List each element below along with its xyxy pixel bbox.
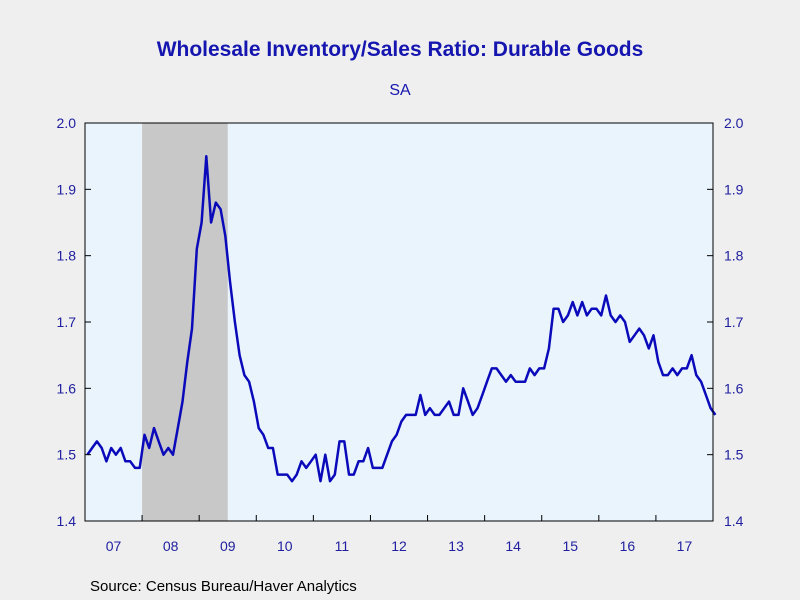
x-tick-label: 17: [677, 538, 693, 554]
y-tick-label-left: 1.4: [57, 513, 77, 529]
source-note: Source: Census Bureau/Haver Analytics: [90, 578, 357, 595]
x-tick-label: 08: [163, 538, 179, 554]
y-tick-label-left: 1.7: [57, 314, 77, 330]
chart-title: Wholesale Inventory/Sales Ratio: Durable…: [156, 38, 644, 61]
x-tick-label: 12: [391, 538, 407, 554]
y-tick-label-left: 1.9: [57, 181, 77, 197]
x-tick-label: 10: [277, 538, 293, 554]
y-tick-label-right: 1.4: [724, 513, 744, 529]
series-line: [86, 154, 717, 483]
y-tick-label-right: 1.5: [724, 447, 744, 463]
x-tick-label: 15: [562, 538, 578, 554]
x-tick-label: 07: [106, 538, 122, 554]
chart-subtitle: SA: [389, 82, 411, 99]
y-tick-label-right: 1.8: [724, 248, 744, 264]
x-tick-label: 14: [505, 538, 521, 554]
x-tick-label: 11: [335, 538, 350, 554]
y-tick-label-right: 2.0: [724, 115, 744, 131]
y-tick-label-right: 1.6: [724, 380, 744, 396]
x-tick-label: 09: [220, 538, 236, 554]
recession-band: [142, 123, 228, 521]
y-tick-label-left: 1.5: [57, 447, 77, 463]
y-tick-label-right: 1.9: [724, 181, 744, 197]
y-tick-label-left: 2.0: [57, 115, 77, 131]
y-tick-label-left: 1.8: [57, 248, 77, 264]
x-tick-label: 16: [620, 538, 636, 554]
y-tick-label-right: 1.7: [724, 314, 744, 330]
x-tick-label: 13: [448, 538, 464, 554]
y-tick-label-left: 1.6: [57, 380, 77, 396]
